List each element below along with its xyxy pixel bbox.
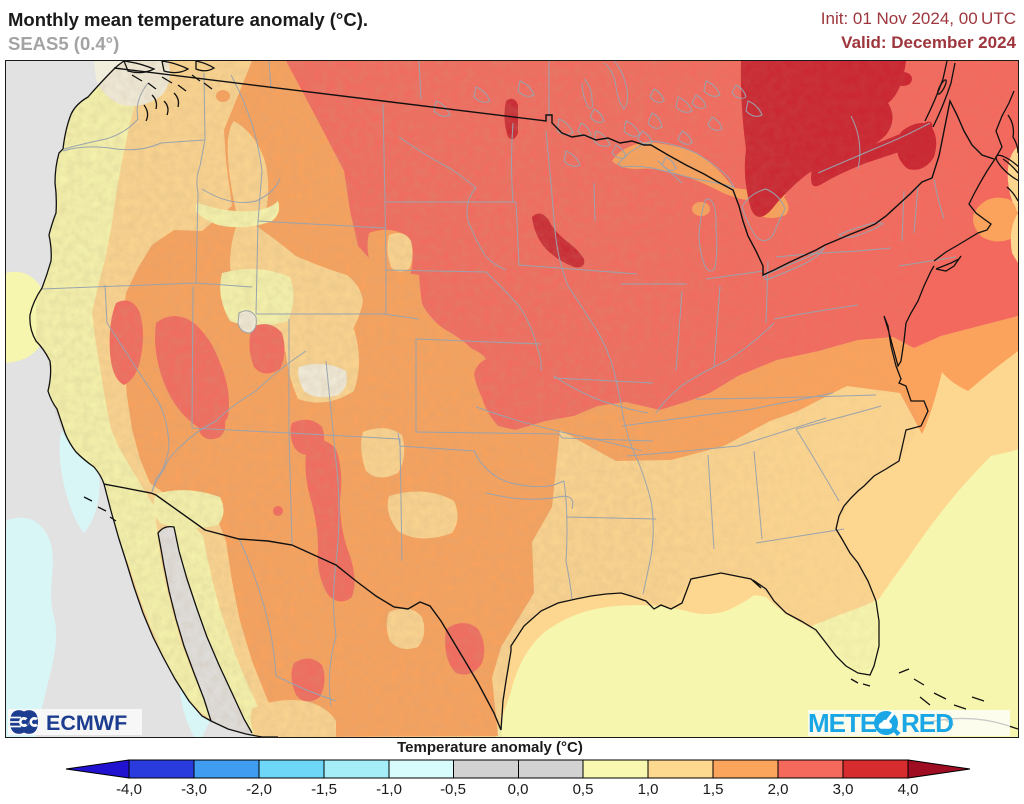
svg-text:-0,5: -0,5 bbox=[440, 781, 466, 798]
svg-text:-1,5: -1,5 bbox=[311, 781, 337, 798]
svg-text:-4,0: -4,0 bbox=[116, 781, 142, 798]
svg-text:-3,0: -3,0 bbox=[181, 781, 207, 798]
svg-text:2,0: 2,0 bbox=[768, 781, 789, 798]
svg-text:4,0: 4,0 bbox=[898, 781, 919, 798]
svg-text:1,5: 1,5 bbox=[703, 781, 724, 798]
svg-text:ECMWF: ECMWF bbox=[46, 711, 127, 735]
svg-text:RED: RED bbox=[901, 710, 953, 736]
svg-text:3,0: 3,0 bbox=[833, 781, 854, 798]
svg-text:1,0: 1,0 bbox=[638, 781, 659, 798]
svg-text:-2,0: -2,0 bbox=[246, 781, 272, 798]
svg-text:-1,0: -1,0 bbox=[376, 781, 402, 798]
svg-text:0,5: 0,5 bbox=[573, 781, 594, 798]
svg-text:0,0: 0,0 bbox=[508, 781, 529, 798]
svg-text:METE: METE bbox=[808, 710, 877, 736]
